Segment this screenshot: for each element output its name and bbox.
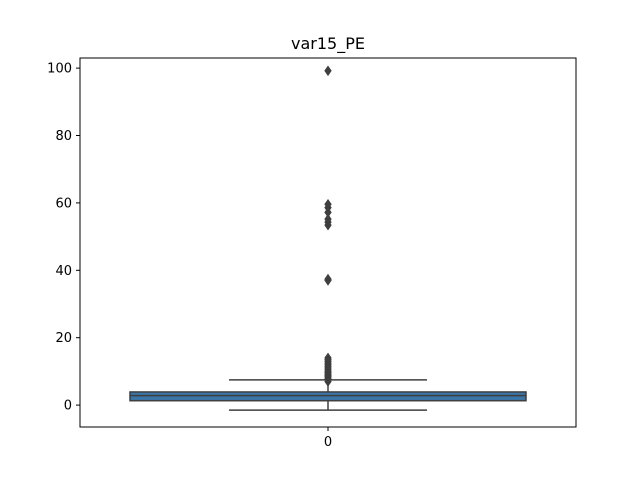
plot-area: [129, 65, 527, 411]
y-tick-label: 0: [64, 399, 72, 414]
chart-title: var15_PE: [291, 34, 365, 54]
y-axis: 0 20 40 60 80 100: [47, 62, 80, 414]
outlier-point: [324, 273, 332, 285]
outlier-point: [324, 213, 332, 225]
x-tick-label: 0: [324, 435, 332, 450]
y-tick-label: 60: [55, 196, 72, 211]
y-tick-label: 40: [55, 264, 72, 279]
y-tick-label: 80: [55, 129, 72, 144]
outlier-point: [324, 65, 332, 77]
outlier-point: [324, 198, 332, 210]
y-tick-label: 20: [55, 331, 72, 346]
y-tick-label: 100: [47, 62, 72, 77]
outlier-point: [324, 352, 332, 364]
x-axis: 0: [324, 427, 332, 450]
